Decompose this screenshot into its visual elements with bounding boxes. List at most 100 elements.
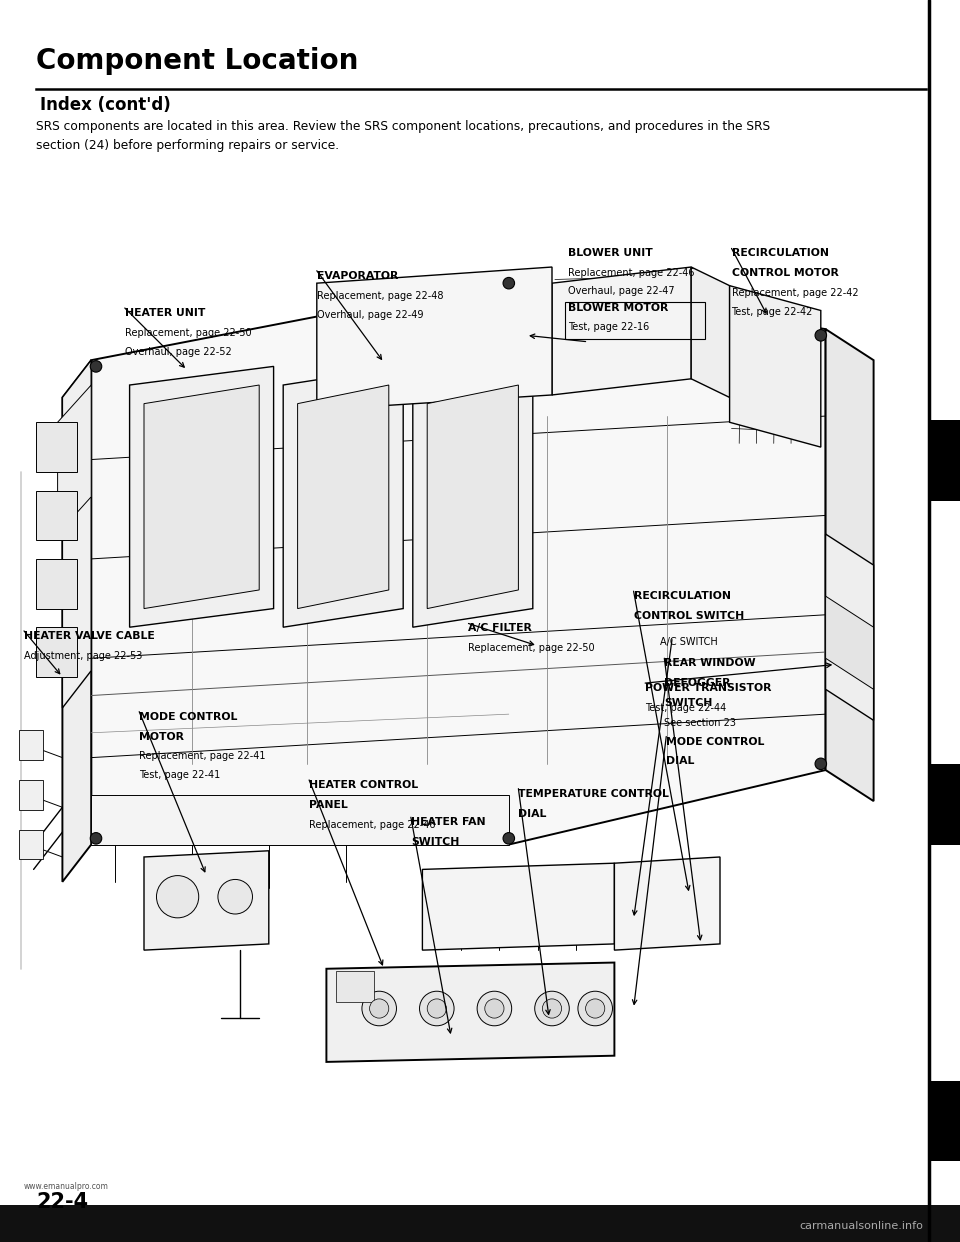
Text: TEMPERATURE CONTROL: TEMPERATURE CONTROL (518, 789, 669, 799)
Bar (19, 730, 43, 760)
Text: HEATER VALVE CABLE: HEATER VALVE CABLE (24, 631, 155, 641)
Bar (19, 830, 43, 859)
Bar (929, 1081, 960, 1161)
Polygon shape (317, 267, 552, 410)
Circle shape (815, 329, 827, 342)
Circle shape (218, 879, 252, 914)
Text: EVAPORATOR: EVAPORATOR (317, 271, 398, 281)
Circle shape (503, 277, 515, 289)
Text: carmanualsonline.info: carmanualsonline.info (800, 1221, 924, 1231)
Text: Replacement, page 22-46: Replacement, page 22-46 (568, 268, 695, 278)
Text: Replacement, page 22-42: Replacement, page 22-42 (732, 288, 858, 298)
Text: Test, page 22-44: Test, page 22-44 (645, 703, 727, 713)
Polygon shape (326, 963, 614, 1062)
Polygon shape (413, 366, 533, 627)
Text: www.emanualpro.com: www.emanualpro.com (24, 1182, 108, 1191)
Circle shape (420, 991, 454, 1026)
Circle shape (90, 360, 102, 373)
Text: Overhaul, page 22-52: Overhaul, page 22-52 (125, 347, 231, 356)
Text: RECIRCULATION: RECIRCULATION (634, 591, 731, 601)
Polygon shape (614, 857, 720, 950)
Text: Test, page 22-42: Test, page 22-42 (732, 307, 813, 317)
Polygon shape (298, 385, 389, 609)
Bar (929, 764, 960, 845)
Text: 22-4: 22-4 (36, 1192, 88, 1212)
Text: Replacement, page 22-46: Replacement, page 22-46 (309, 820, 436, 830)
Circle shape (362, 991, 396, 1026)
Text: REAR WINDOW: REAR WINDOW (664, 658, 756, 668)
Text: PANEL: PANEL (309, 800, 348, 810)
Text: Overhaul, page 22-47: Overhaul, page 22-47 (568, 286, 675, 296)
Bar (36, 422, 77, 472)
Bar (36, 559, 77, 609)
Polygon shape (62, 360, 91, 708)
Polygon shape (826, 534, 874, 720)
Polygon shape (91, 279, 826, 845)
Circle shape (370, 999, 389, 1018)
Bar (565, 302, 705, 339)
Circle shape (503, 832, 515, 845)
Polygon shape (283, 366, 403, 627)
Text: Replacement, page 22-41: Replacement, page 22-41 (139, 751, 266, 761)
Polygon shape (730, 286, 821, 447)
Text: SWITCH: SWITCH (664, 698, 712, 708)
Text: Overhaul, page 22-49: Overhaul, page 22-49 (317, 309, 423, 319)
Circle shape (485, 999, 504, 1018)
Text: HEATER UNIT: HEATER UNIT (125, 308, 205, 318)
Text: BLOWER UNIT: BLOWER UNIT (568, 248, 653, 258)
Text: MODE CONTROL: MODE CONTROL (139, 712, 237, 722)
Polygon shape (91, 795, 509, 845)
Circle shape (578, 991, 612, 1026)
Bar (336, 971, 374, 1002)
Text: CONTROL MOTOR: CONTROL MOTOR (732, 268, 838, 278)
Polygon shape (552, 267, 691, 395)
Circle shape (815, 758, 827, 770)
Polygon shape (427, 385, 518, 609)
Circle shape (535, 991, 569, 1026)
Text: Replacement, page 22-48: Replacement, page 22-48 (317, 291, 444, 301)
Circle shape (427, 999, 446, 1018)
Text: Test, page 22-41: Test, page 22-41 (139, 770, 221, 780)
Bar (36, 491, 77, 540)
Text: CONTROL SWITCH: CONTROL SWITCH (634, 611, 744, 621)
Bar (19, 780, 43, 810)
Circle shape (542, 999, 562, 1018)
Text: MOTOR: MOTOR (139, 732, 184, 741)
Circle shape (156, 876, 199, 918)
Text: Replacement, page 22-50: Replacement, page 22-50 (125, 328, 252, 338)
Text: Adjustment, page 22-53: Adjustment, page 22-53 (24, 651, 142, 661)
Text: BLOWER MOTOR: BLOWER MOTOR (568, 303, 669, 313)
Text: DIAL: DIAL (666, 756, 695, 766)
Text: Index (cont'd): Index (cont'd) (40, 96, 171, 113)
Text: HEATER CONTROL: HEATER CONTROL (309, 780, 419, 790)
Text: SWITCH: SWITCH (411, 837, 459, 847)
Bar (0, 1205, 960, 1242)
Polygon shape (422, 863, 614, 950)
Circle shape (90, 832, 102, 845)
Circle shape (477, 991, 512, 1026)
Bar (36, 627, 77, 677)
Polygon shape (144, 851, 269, 950)
Text: A/C SWITCH: A/C SWITCH (660, 637, 718, 647)
Text: DIAL: DIAL (518, 809, 547, 818)
Text: HEATER FAN: HEATER FAN (411, 817, 486, 827)
Polygon shape (130, 366, 274, 627)
Text: MODE CONTROL: MODE CONTROL (666, 737, 764, 746)
Text: RECIRCULATION: RECIRCULATION (732, 248, 828, 258)
Text: POWER TRANSISTOR: POWER TRANSISTOR (645, 683, 772, 693)
Polygon shape (144, 385, 259, 609)
Bar (929, 420, 960, 501)
Text: Component Location: Component Location (36, 47, 359, 76)
Polygon shape (58, 385, 91, 534)
Text: SRS components are located in this area. Review the SRS component locations, pre: SRS components are located in this area.… (36, 120, 771, 152)
Polygon shape (826, 596, 874, 689)
Text: Replacement, page 22-50: Replacement, page 22-50 (468, 643, 595, 653)
Text: A/C FILTER: A/C FILTER (468, 623, 533, 633)
Polygon shape (62, 360, 91, 882)
Text: Test, page 22-16: Test, page 22-16 (568, 322, 650, 332)
Circle shape (586, 999, 605, 1018)
Text: DEFOGGER: DEFOGGER (664, 678, 731, 688)
Polygon shape (826, 329, 874, 801)
Text: See section 23: See section 23 (664, 718, 736, 728)
Polygon shape (691, 267, 730, 397)
